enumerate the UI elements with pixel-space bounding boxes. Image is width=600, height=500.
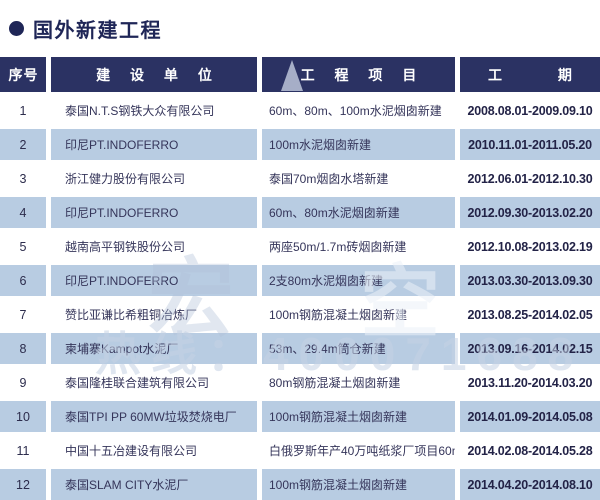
- cell-company: 印尼PT.INDOFERRO: [51, 129, 257, 160]
- header-company: 建 设 单 位: [51, 57, 257, 92]
- cell-project: 2支80m水泥烟囱新建: [262, 265, 455, 296]
- cell-no: 12: [0, 469, 46, 500]
- cell-company: 浙江健力股份有限公司: [51, 163, 257, 194]
- cell-company: 印尼PT.INDOFERRO: [51, 197, 257, 228]
- cell-project: 100m水泥烟囱新建: [262, 129, 455, 160]
- cell-project: 100m钢筋混凝土烟囱新建: [262, 299, 455, 330]
- cell-company: 越南高平钢铁股份公司: [51, 231, 257, 262]
- cell-period: 2014.04.20-2014.08.10: [460, 469, 600, 500]
- cell-period: 2014.02.08-2014.05.28: [460, 435, 600, 466]
- page-header: 国外新建工程: [0, 0, 600, 44]
- cell-period: 2013.08.25-2014.02.05: [460, 299, 600, 330]
- header-no: 序号: [0, 57, 46, 92]
- header-period: 工 期: [460, 57, 600, 92]
- cell-period: 2013.11.20-2014.03.20: [460, 367, 600, 398]
- cell-no: 4: [0, 197, 46, 228]
- cell-no: 1: [0, 95, 46, 126]
- bullet-icon: [9, 21, 24, 36]
- header-project: 工 程 项 目: [262, 57, 455, 92]
- cell-company: 泰国SLAM CITY水泥厂: [51, 469, 257, 500]
- cell-period: 2012.06.01-2012.10.30: [460, 163, 600, 194]
- cell-company: 中国十五冶建设有限公司: [51, 435, 257, 466]
- cell-no: 2: [0, 129, 46, 160]
- cell-period: 2014.01.09-2014.05.08: [460, 401, 600, 432]
- cell-no: 8: [0, 333, 46, 364]
- cell-no: 7: [0, 299, 46, 330]
- cell-project: 白俄罗斯年产40万吨纸浆厂项目60m烟囱新建: [262, 435, 455, 466]
- projects-table: 序号 建 设 单 位 工 程 项 目 工 期 1 泰国N.T.S钢铁大众有限公司 6…: [0, 57, 600, 500]
- cell-company: 泰国TPI PP 60MW垃圾焚烧电厂: [51, 401, 257, 432]
- cell-no: 10: [0, 401, 46, 432]
- cell-no: 11: [0, 435, 46, 466]
- cell-project: 80m钢筋混凝土烟囱新建: [262, 367, 455, 398]
- cell-no: 3: [0, 163, 46, 194]
- cell-project: 100m钢筋混凝土烟囱新建: [262, 401, 455, 432]
- cell-company: 泰国N.T.S钢铁大众有限公司: [51, 95, 257, 126]
- cell-project: 100m钢筋混凝土烟囱新建: [262, 469, 455, 500]
- page-title: 国外新建工程: [33, 20, 162, 42]
- cell-project: 两座50m/1.7m砖烟囱新建: [262, 231, 455, 262]
- cell-project: 60m、80m水泥烟囱新建: [262, 197, 455, 228]
- cell-period: 2013.09.16-2014.02.15: [460, 333, 600, 364]
- cell-company: 泰国隆桂联合建筑有限公司: [51, 367, 257, 398]
- cell-company: 柬埔寨Kampot水泥厂: [51, 333, 257, 364]
- cell-company: 赞比亚谦比希粗铜冶炼厂: [51, 299, 257, 330]
- cell-period: 2010.11.01-2011.05.20: [460, 129, 600, 160]
- cell-no: 9: [0, 367, 46, 398]
- cell-no: 5: [0, 231, 46, 262]
- cell-period: 2012.10.08-2013.02.19: [460, 231, 600, 262]
- cell-no: 6: [0, 265, 46, 296]
- cell-period: 2012.09.30-2013.02.20: [460, 197, 600, 228]
- cell-period: 2013.03.30-2013.09.30: [460, 265, 600, 296]
- cell-period: 2008.08.01-2009.09.10: [460, 95, 600, 126]
- cell-project: 53m、29.4m筒仓新建: [262, 333, 455, 364]
- cell-project: 60m、80m、100m水泥烟囱新建: [262, 95, 455, 126]
- cell-company: 印尼PT.INDOFERRO: [51, 265, 257, 296]
- cell-project: 泰国70m烟囱水塔新建: [262, 163, 455, 194]
